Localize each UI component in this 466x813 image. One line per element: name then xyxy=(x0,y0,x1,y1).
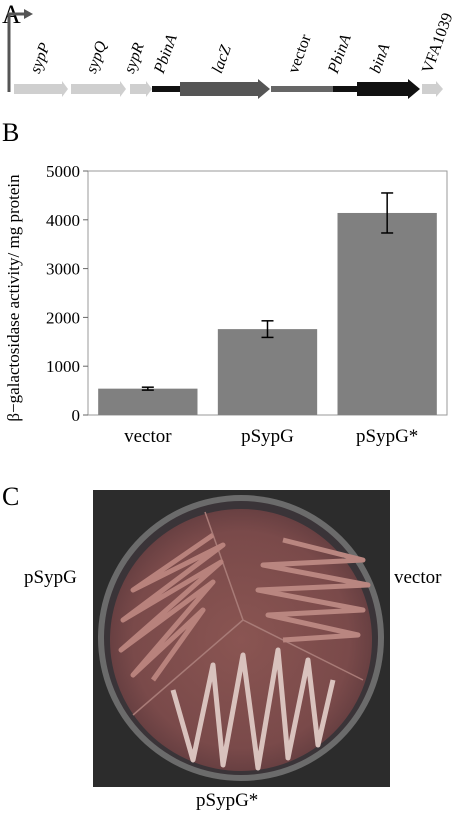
y-tick-label: 3000 xyxy=(46,260,80,279)
gene-arrows xyxy=(14,79,443,99)
plate-label-vector: vector xyxy=(394,567,442,588)
y-tick-label: 0 xyxy=(72,406,81,425)
sector-line-top xyxy=(204,511,244,621)
gene-arrow-sypQ xyxy=(71,81,126,97)
x-tick-label: pSypG* xyxy=(356,426,418,447)
streak-psypg-star xyxy=(170,647,336,771)
bar-pSypG xyxy=(217,329,318,415)
bar-vector xyxy=(98,388,198,415)
agar-surface xyxy=(110,509,372,771)
gene-bar-PbinA-2 xyxy=(333,86,357,92)
y-tick-label: 2000 xyxy=(46,308,80,327)
x-tick-label: pSypG xyxy=(241,426,294,447)
panel-c-letter: C xyxy=(2,482,20,511)
gene-map xyxy=(7,9,443,99)
plate-label-psypg: pSypG xyxy=(24,567,77,588)
promoter-arrow-icon xyxy=(7,12,26,92)
gene-arrow-sypP xyxy=(14,81,68,97)
gene-arrow-sypR xyxy=(130,81,152,97)
gene-arrow-lacZ xyxy=(180,79,270,99)
streak-psypg xyxy=(118,532,226,682)
promoter-arrowhead-icon xyxy=(24,9,33,19)
y-tick-label: 1000 xyxy=(46,357,80,376)
bar-pSypG* xyxy=(337,212,437,415)
x-tick-label: vector xyxy=(124,426,172,447)
gene-bar-vector xyxy=(271,86,333,92)
sector-line-left xyxy=(132,619,244,716)
streak-vector xyxy=(255,537,371,643)
petri-plate-photo xyxy=(93,490,390,787)
sector-line-right xyxy=(242,619,364,681)
plate-label-psypg-star: pSypG* xyxy=(196,790,259,811)
bar-chart: 0 1000 2000 3000 4000 5000 vector pSypG pSypG* β… xyxy=(4,162,448,447)
gene-arrow-VFA1039 xyxy=(422,81,443,97)
gene-arrow-binA xyxy=(357,79,420,99)
y-tick-label: 5000 xyxy=(46,162,80,181)
panel-b-letter: B xyxy=(2,118,20,147)
y-tick-label: 4000 xyxy=(46,211,80,230)
y-axis-label: β−galactosidase activity/ mg protein xyxy=(4,174,23,422)
gene-bar-PbinA-1 xyxy=(152,86,180,92)
